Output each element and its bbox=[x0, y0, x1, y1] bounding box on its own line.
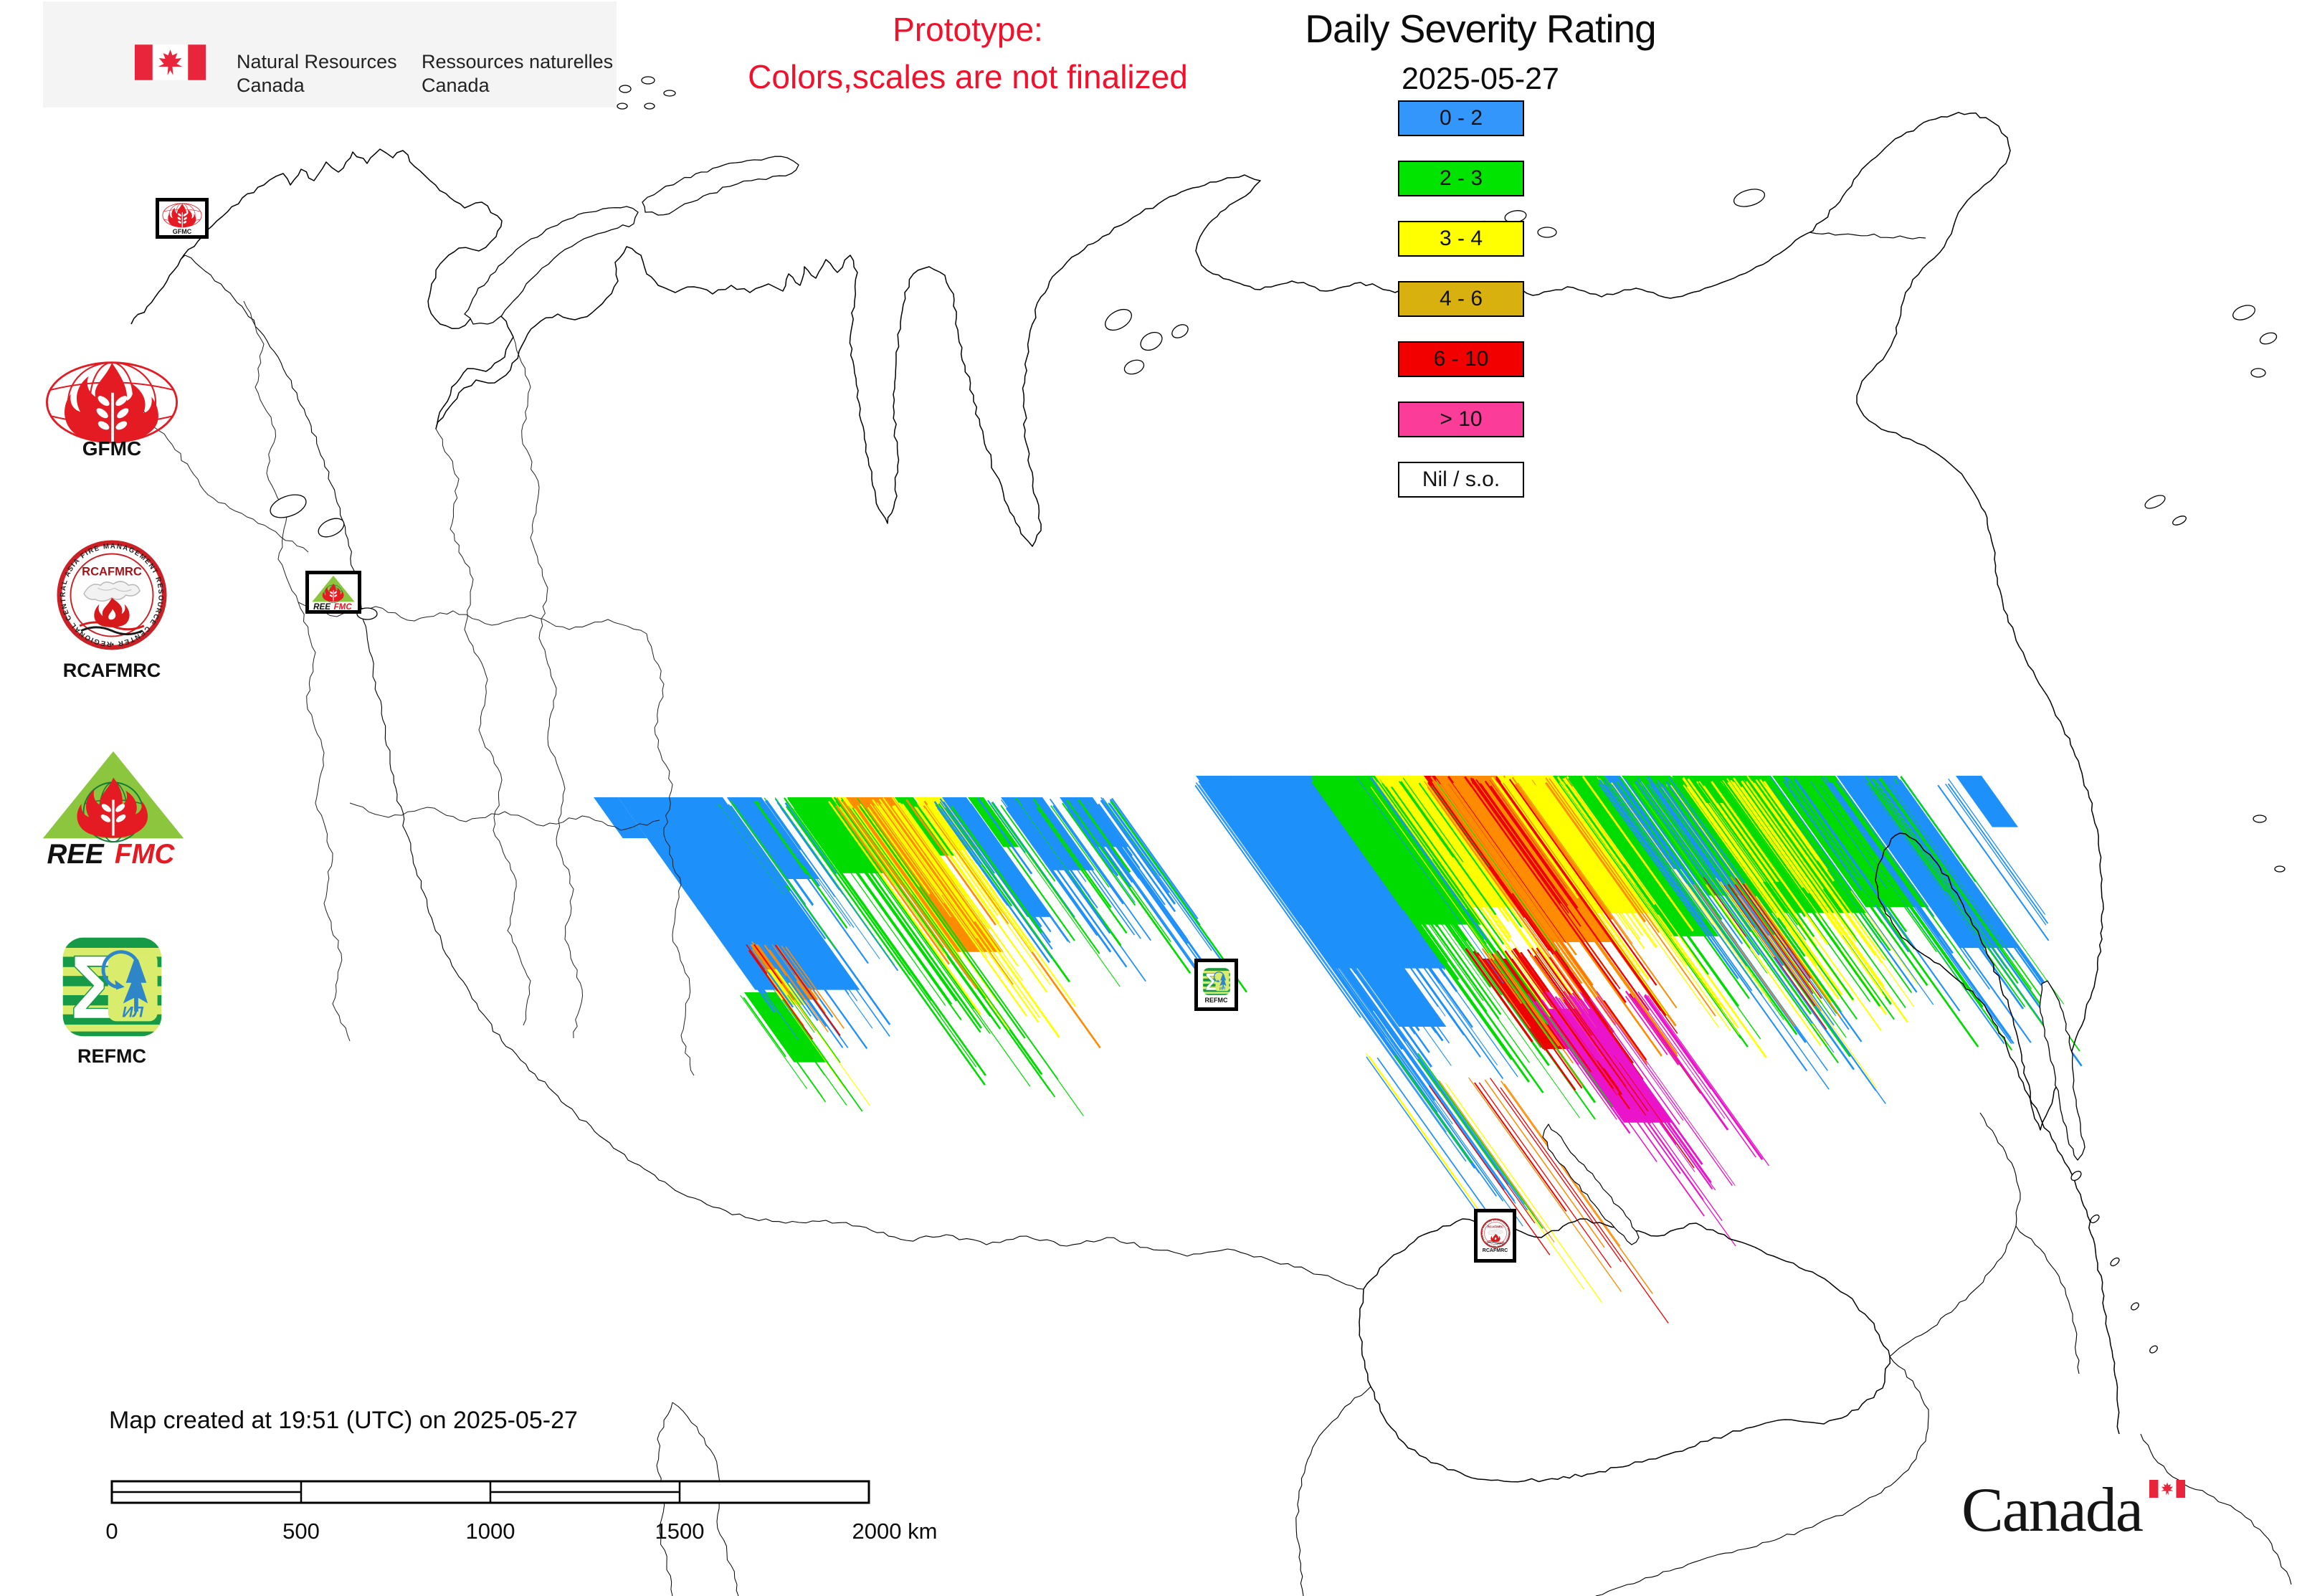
canada-wordmark: Canada bbox=[1961, 1476, 2144, 1545]
scale-1000: 1000 bbox=[465, 1519, 515, 1544]
nrcan-name-en: Natural Resources Canada bbox=[237, 50, 397, 98]
nrcan-en-line1: Natural Resources bbox=[237, 51, 397, 72]
gfmc-logo bbox=[45, 361, 179, 445]
page-title: Daily Severity Rating bbox=[1305, 6, 1656, 51]
scale-2000: 2000 km bbox=[852, 1519, 938, 1544]
legend-label: 0 - 2 bbox=[1439, 106, 1483, 130]
marker-label: GFMC bbox=[172, 227, 192, 235]
scale-0: 0 bbox=[105, 1519, 118, 1544]
marker-reefmc bbox=[305, 571, 361, 614]
severity-streaks bbox=[594, 775, 2083, 1324]
legend-item-3: 4 - 6 bbox=[1398, 281, 1524, 317]
gfmc-mini-logo bbox=[162, 202, 202, 228]
nrcan-fr-line1: Ressources naturelles bbox=[422, 51, 614, 72]
legend-label: 3 - 4 bbox=[1439, 227, 1483, 250]
refmc-logo bbox=[57, 932, 167, 1042]
prototype-line2: Colors,scales are not finalized bbox=[748, 58, 1188, 95]
nrcan-en-line2: Canada bbox=[237, 75, 305, 96]
marker-rcafmrc: RCAFMRC bbox=[1474, 1209, 1516, 1263]
legend-item-1: 2 - 3 bbox=[1398, 161, 1524, 196]
map-date: 2025-05-27 bbox=[1402, 62, 1559, 96]
created-timestamp: Map created at 19:51 (UTC) on 2025-05-27 bbox=[109, 1407, 578, 1434]
legend-item-4: 6 - 10 bbox=[1398, 341, 1524, 377]
scale-500: 500 bbox=[282, 1519, 320, 1544]
legend-label: 6 - 10 bbox=[1433, 347, 1489, 371]
rcafmrc-label: RCAFMRC bbox=[62, 660, 161, 681]
legend-label: > 10 bbox=[1440, 407, 1483, 431]
marker-refmc: REFMC bbox=[1194, 959, 1238, 1011]
scale-bar bbox=[110, 1480, 870, 1504]
marker-label: RCAFMRC bbox=[1482, 1248, 1508, 1253]
refmc-label: REFMC bbox=[77, 1045, 146, 1067]
marker-gfmc: GFMC bbox=[156, 198, 209, 239]
legend-item-5: > 10 bbox=[1398, 402, 1524, 437]
reefmc-mini-logo bbox=[311, 575, 356, 610]
prototype-line1: Prototype: bbox=[893, 11, 1043, 48]
reefmc-logo bbox=[42, 750, 185, 866]
nrcan-name-fr: Ressources naturelles Canada bbox=[422, 50, 613, 98]
coastlines bbox=[130, 62, 2292, 1596]
legend-label: 2 - 3 bbox=[1439, 166, 1483, 190]
canada-flag-icon bbox=[135, 44, 206, 80]
nrcan-fr-line2: Canada bbox=[422, 75, 490, 96]
legend-label: 4 - 6 bbox=[1439, 287, 1483, 310]
marker-label: REFMC bbox=[1204, 997, 1228, 1004]
refmc-mini-logo bbox=[1202, 966, 1232, 997]
prototype-warning: Prototype: Colors,scales are not finaliz… bbox=[667, 10, 1269, 96]
scale-1500: 1500 bbox=[655, 1519, 705, 1544]
legend-label: Nil / s.o. bbox=[1422, 467, 1500, 491]
legend-item-6: Nil / s.o. bbox=[1398, 462, 1524, 498]
wordmark-flag-icon bbox=[2149, 1480, 2185, 1498]
rcafmrc-mini-logo bbox=[1480, 1218, 1511, 1248]
rcafmrc-logo bbox=[56, 539, 168, 651]
legend-item-0: 0 - 2 bbox=[1398, 100, 1524, 136]
legend-item-2: 3 - 4 bbox=[1398, 221, 1524, 257]
gfmc-label: GFMC bbox=[82, 437, 142, 460]
